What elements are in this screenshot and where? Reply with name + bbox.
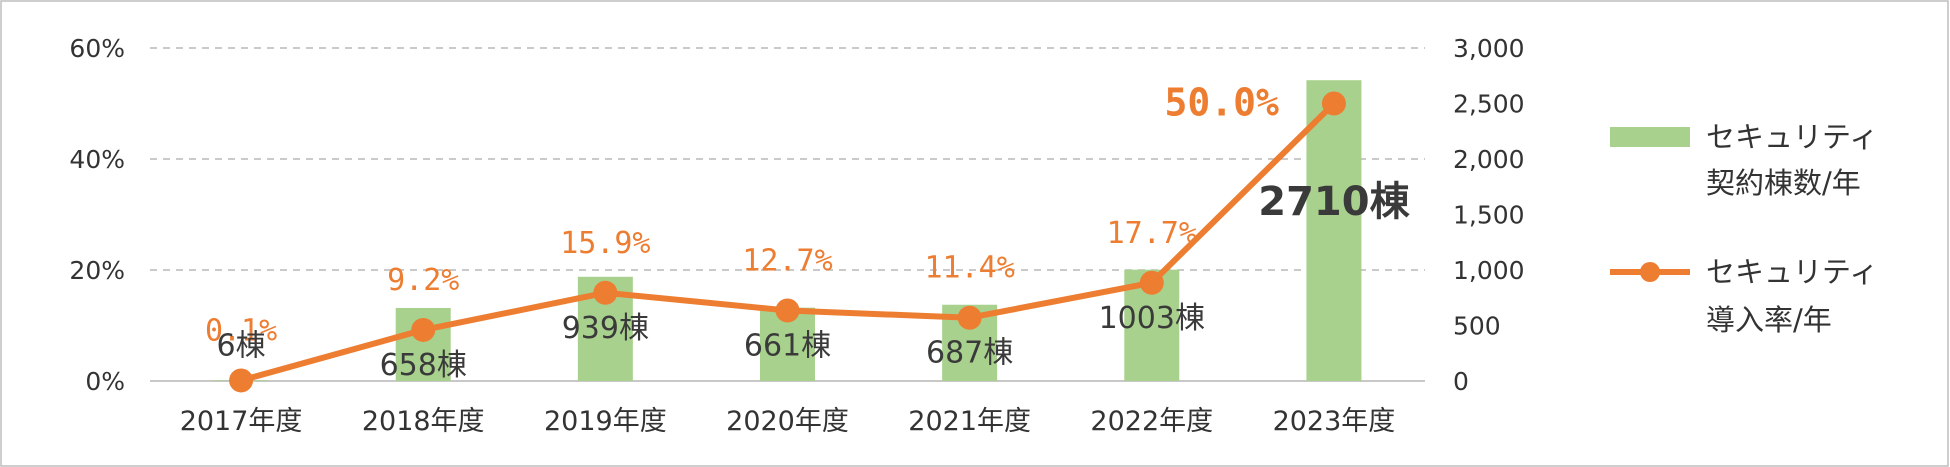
line-series [229,91,1346,393]
right-tick-label: 1,500 [1453,201,1525,230]
bar-data-label: 658棟 [380,348,467,383]
legend-line-label-line1: セキュリティ [1706,255,1878,289]
category-label: 2022年度 [1090,406,1213,437]
category-label: 2023年度 [1273,406,1396,437]
bar-data-label: 939棟 [562,311,649,346]
legend: セキュリティ 契約棟数/年 セキュリティ 導入率/年 [1610,120,1878,337]
right-tick-label: 500 [1453,312,1501,341]
right-tick-label: 0 [1453,367,1469,396]
bar-data-label: 6棟 [217,328,266,363]
line-point [957,305,982,330]
right-tick-label: 2,000 [1453,145,1525,174]
right-tick-label: 2,500 [1453,90,1525,119]
line-data-labels: 0.1% 9.2% 15.9% 12.7% 11.4% 17.7% 50.0% [205,81,1279,349]
category-label: 2017年度 [180,406,303,437]
bar-data-label: 661棟 [744,329,831,364]
legend-line-marker [1640,262,1660,282]
line-data-label: 12.7% [742,244,832,279]
category-label: 2018年度 [362,406,485,437]
line-point [229,368,254,393]
bar-data-labels: 6棟 658棟 939棟 661棟 687棟 1003棟 2710棟 [217,179,1411,383]
left-tick-label: 0% [85,367,125,396]
bar-data-label: 1003棟 [1099,301,1205,336]
right-tick-label: 3,000 [1453,34,1525,63]
left-axis: 0% 20% 40% 60% [69,34,125,396]
legend-bar-swatch [1610,127,1690,147]
line-data-label: 9.2% [387,263,459,298]
line-point [1139,270,1164,295]
line-point [1321,91,1346,116]
right-axis: 0 500 1,000 1,500 2,000 2,500 3,000 [1453,34,1525,396]
line-data-label: 15.9% [560,226,650,261]
left-tick-label: 40% [69,145,125,174]
category-label: 2021年度 [908,406,1031,437]
line-data-label: 17.7% [1107,216,1197,251]
line-point [411,317,436,342]
line-point [775,298,800,323]
category-label: 2020年度 [726,406,849,437]
line-data-label: 11.4% [924,251,1014,286]
bar-series [213,80,1362,381]
bar-data-label: 2710棟 [1258,179,1410,225]
bar [1306,80,1362,381]
line-data-label: 0.1% [205,313,277,348]
legend-bar-label-line1: セキュリティ [1706,120,1878,154]
line-point [593,280,618,305]
legend-item-bar: セキュリティ 契約棟数/年 [1610,120,1878,200]
category-label: 2019年度 [544,406,667,437]
bar-data-label: 687棟 [926,336,1013,371]
left-tick-label: 60% [69,34,125,63]
right-tick-label: 1,000 [1453,256,1525,285]
line-data-label: 50.0% [1165,81,1280,125]
legend-line-label-line2: 導入率/年 [1706,303,1832,337]
left-tick-label: 20% [69,256,125,285]
x-axis: 2017年度 2018年度 2019年度 2020年度 2021年度 2022年度 2023… [180,406,1396,437]
legend-bar-label-line2: 契約棟数/年 [1706,166,1861,200]
legend-item-line: セキュリティ 導入率/年 [1610,255,1878,337]
